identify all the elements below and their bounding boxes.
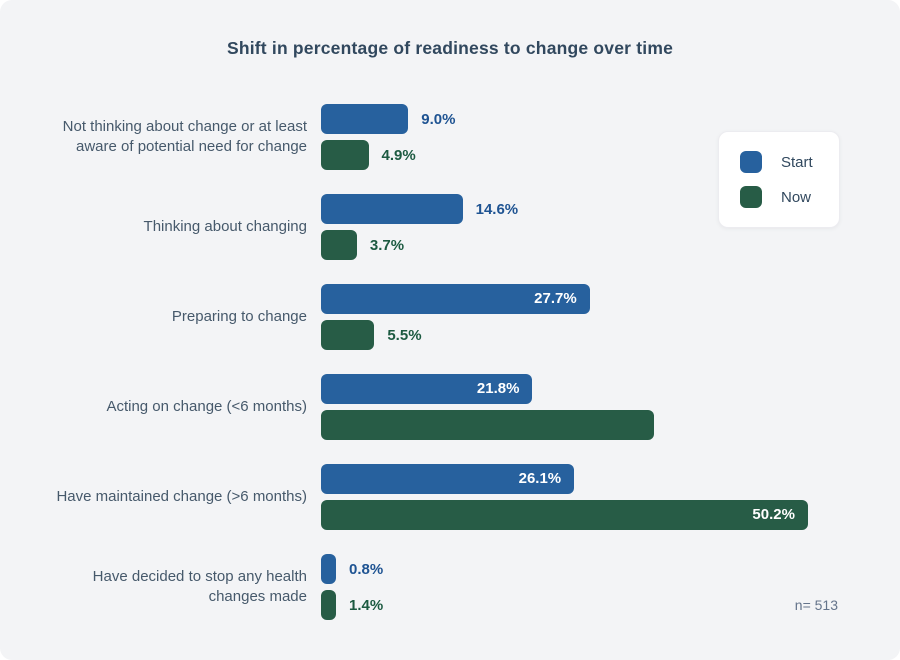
bar-row-now: 50.2%	[321, 500, 808, 530]
start-bar	[321, 554, 336, 584]
start-bar: 26.1%	[321, 464, 575, 494]
legend-label-start: Start	[781, 153, 813, 171]
value-label: 26.1%	[518, 470, 562, 487]
bar-group: 26.1% 50.2%	[321, 464, 808, 530]
value-label: 1.4%	[349, 596, 384, 614]
start-bar	[321, 194, 463, 224]
now-swatch-icon	[740, 186, 762, 208]
legend-item-now: Now	[740, 186, 839, 208]
bar-group: 14.6% 3.7%	[321, 194, 518, 260]
bar-row-start: 27.7%	[321, 284, 590, 314]
now-bar	[321, 320, 375, 350]
value-label: 9.0%	[421, 110, 456, 128]
chart-row: Thinking about changing 14.6% 3.7%	[0, 182, 900, 272]
bar-row-start: 9.0%	[321, 104, 456, 134]
chart-row: Have maintained change (>6 months) 26.1% 5…	[0, 452, 900, 542]
now-bar	[321, 590, 336, 620]
category-label: Not thinking about change or at least aw…	[62, 118, 307, 155]
value-label: 50.2%	[752, 506, 795, 523]
value-label: 27.7%	[534, 290, 577, 307]
now-bar	[321, 230, 357, 260]
bar-row-start: 0.8%	[321, 554, 383, 584]
legend-label-now: Now	[781, 188, 812, 206]
chart-rows: Not thinking about change or at least aw…	[0, 92, 900, 632]
chart-title: Shift in percentage of readiness to chan…	[226, 38, 674, 58]
bar-group: 9.0% 4.9%	[321, 104, 456, 170]
category-label: Acting on change (<6 months)	[106, 398, 307, 415]
value-label: 14.6%	[475, 200, 519, 218]
now-bar: 50.2%	[321, 500, 808, 530]
bar-row-start: 26.1%	[321, 464, 808, 494]
value-label: 21.8%	[476, 380, 520, 397]
sample-size-note: n= 513	[794, 597, 838, 613]
bar-row-now: 5.5%	[321, 320, 590, 350]
chart-row: Have decided to stop any health changes …	[0, 542, 900, 632]
category-label: Have decided to stop any health changes …	[92, 568, 307, 605]
value-label: 3.7%	[369, 236, 405, 254]
bar-row-now	[321, 410, 654, 440]
bar-row-now: 4.9%	[321, 140, 456, 170]
start-swatch-icon	[740, 151, 762, 173]
bar-group: 27.7% 5.5%	[321, 284, 590, 350]
value-label: 5.5%	[387, 326, 422, 344]
start-bar	[321, 104, 409, 134]
bar-row-now: 1.4%	[321, 590, 383, 620]
legend: Start Now	[718, 131, 840, 228]
legend-item-start: Start	[740, 151, 839, 173]
chart-row: Acting on change (<6 months) 21.8%	[0, 362, 900, 452]
bar-group: 0.8% 1.4%	[321, 554, 383, 620]
bar-row-start: 14.6%	[321, 194, 518, 224]
start-bar: 21.8%	[321, 374, 533, 404]
chart-row: Not thinking about change or at least aw…	[0, 92, 900, 182]
category-label: Have maintained change (>6 months)	[56, 488, 307, 505]
bar-row-now: 3.7%	[321, 230, 518, 260]
now-bar	[321, 410, 654, 440]
value-label: 0.8%	[349, 560, 384, 578]
start-bar: 27.7%	[321, 284, 590, 314]
bar-group: 21.8%	[321, 374, 654, 440]
bar-row-start: 21.8%	[321, 374, 654, 404]
now-bar	[321, 140, 369, 170]
value-label: 4.9%	[381, 146, 416, 164]
chart-row: Preparing to change 27.7% 5.5%	[0, 272, 900, 362]
category-label: Preparing to change	[171, 308, 307, 325]
category-label: Thinking about changing	[143, 218, 307, 235]
